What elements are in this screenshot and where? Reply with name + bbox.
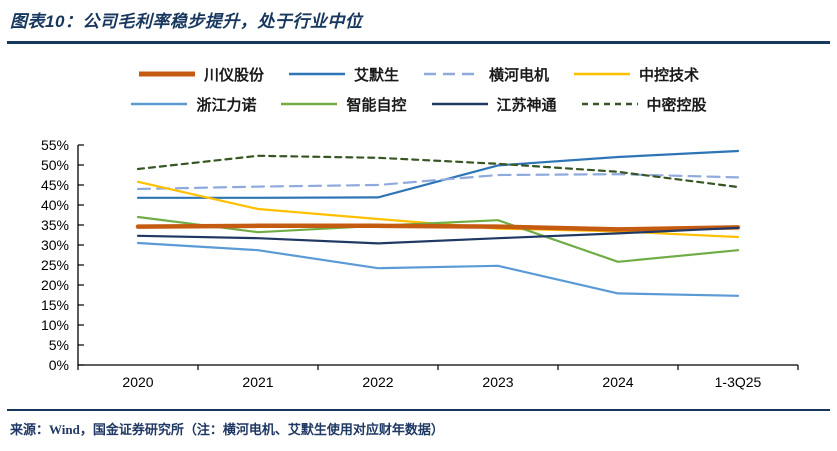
x-tick-label: 2024 <box>602 374 633 390</box>
y-tick-label: 0% <box>49 357 69 373</box>
series-line-5 <box>136 215 740 263</box>
legend-item: 艾默生 <box>288 64 399 85</box>
legend-line-marker <box>288 72 345 76</box>
legend-label: 中控技术 <box>639 67 700 84</box>
x-tick-label: 1-3Q25 <box>715 374 762 390</box>
legend-item: 浙江力诺 <box>130 94 256 115</box>
legend-label: 浙江力诺 <box>196 97 257 114</box>
y-tick-label: 30% <box>41 237 69 253</box>
x-tick-label: 2021 <box>242 374 273 390</box>
source-note: 来源：Wind，国金证券研究所（注：横河电机、艾默生使用对应财年数据） <box>10 422 444 437</box>
legend-row: 川仪股份 艾默生 横河电机 中控技术 <box>0 61 837 87</box>
y-tick-label: 35% <box>41 217 69 233</box>
legend-label: 中密控股 <box>646 97 707 114</box>
legend-item: 中密控股 <box>581 94 707 115</box>
legend-label: 智能自控 <box>346 97 407 114</box>
legend-item: 川仪股份 <box>138 64 264 85</box>
legend-item: 中控技术 <box>573 64 699 85</box>
y-tick-label: 20% <box>41 277 69 293</box>
series-line-6 <box>136 226 740 245</box>
y-tick-label: 10% <box>41 317 69 333</box>
y-tick-label: 25% <box>41 257 69 273</box>
series-line-0 <box>135 223 741 232</box>
x-tick-label: 2022 <box>362 374 393 390</box>
legend-item: 江苏神通 <box>431 94 557 115</box>
title-divider <box>7 41 830 44</box>
figure-title: 图表10：公司毛利率稳步提升，处于行业中位 <box>10 12 363 31</box>
legend-line-marker <box>574 72 631 76</box>
x-tick-label: 2023 <box>482 374 513 390</box>
legend-line-marker <box>131 102 188 106</box>
y-tick-label: 40% <box>41 197 69 213</box>
legend-line-marker <box>281 102 338 106</box>
legend-line-marker <box>424 72 480 76</box>
legend-label: 艾默生 <box>353 67 399 84</box>
legend-label: 川仪股份 <box>203 67 264 84</box>
x-tick-label: 2020 <box>122 374 153 390</box>
legend-label: 横河电机 <box>489 67 550 84</box>
y-tick-label: 50% <box>41 157 69 173</box>
legend-item: 横河电机 <box>423 64 549 85</box>
legend-line-marker <box>138 71 195 77</box>
legend-row: 浙江力诺 智能自控 江苏神通 中密控股 <box>0 91 837 117</box>
footer-divider <box>7 409 830 411</box>
y-tick-label: 15% <box>41 297 69 313</box>
legend-item: 智能自控 <box>280 94 407 115</box>
y-tick-label: 5% <box>49 337 69 353</box>
chart-legend: 川仪股份 艾默生 横河电机 中控技术浙江力诺 智能自控 江苏神通 中密控股 <box>0 61 837 117</box>
legend-label: 江苏神通 <box>496 97 557 114</box>
legend-line-marker <box>581 102 638 106</box>
series-line-4 <box>136 241 740 297</box>
series-line-1 <box>136 149 740 199</box>
y-tick-label: 55% <box>41 137 69 153</box>
legend-line-marker <box>431 102 488 106</box>
series-line-7 <box>136 154 740 189</box>
y-tick-label: 45% <box>41 177 69 193</box>
